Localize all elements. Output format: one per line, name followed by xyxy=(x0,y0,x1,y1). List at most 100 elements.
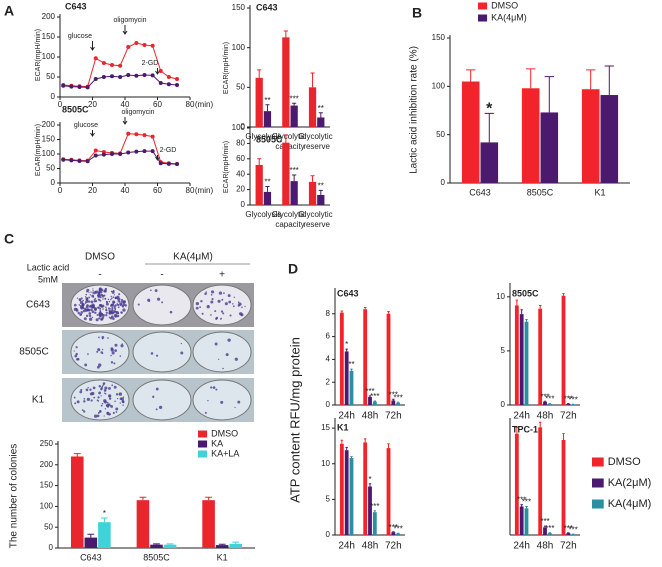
colony xyxy=(93,300,96,303)
plate xyxy=(132,284,192,326)
colony xyxy=(98,391,101,395)
colony xyxy=(110,361,114,364)
error-bar xyxy=(101,517,108,523)
y-tick-label: 0 xyxy=(326,530,331,539)
bar xyxy=(561,295,566,405)
point xyxy=(110,74,114,79)
colony xyxy=(91,292,93,294)
error-bar xyxy=(515,299,519,306)
colony xyxy=(115,411,118,413)
colony xyxy=(218,358,220,360)
error-bar xyxy=(265,104,270,112)
colony xyxy=(224,302,228,306)
panel-label: C xyxy=(4,231,14,247)
colony xyxy=(73,350,75,352)
y-tick-label: 150 xyxy=(432,33,446,42)
annotation: glucose xyxy=(74,122,98,129)
colony xyxy=(85,293,88,296)
plate xyxy=(132,379,192,421)
colony xyxy=(75,308,78,310)
point xyxy=(175,162,179,167)
colony xyxy=(108,312,111,315)
y-tick-label: 0 xyxy=(51,92,56,101)
bar xyxy=(372,401,377,405)
legend-label: DMSO xyxy=(211,428,238,438)
bar xyxy=(263,191,272,205)
colony xyxy=(88,305,92,308)
colony xyxy=(88,312,92,315)
colony xyxy=(105,287,107,290)
significance: *** xyxy=(393,524,402,533)
y-tick-label: 0 xyxy=(241,200,246,209)
colony xyxy=(78,304,81,306)
colony xyxy=(150,289,152,292)
colony xyxy=(157,297,161,301)
colony xyxy=(112,300,116,304)
colony xyxy=(73,396,76,399)
colony xyxy=(107,298,110,301)
colony xyxy=(237,400,241,404)
x-tick-label: 20 xyxy=(88,186,97,195)
significance: *** xyxy=(393,393,402,402)
group-label: DMSO xyxy=(85,252,115,263)
bar xyxy=(163,544,177,548)
error-bar xyxy=(292,102,297,106)
point xyxy=(61,83,66,88)
error-bar xyxy=(318,112,323,118)
colony xyxy=(123,300,125,303)
point xyxy=(126,45,131,49)
colony xyxy=(105,404,108,407)
group-label: KA(4μM) xyxy=(173,252,213,263)
colony xyxy=(97,396,100,399)
panel-label: A xyxy=(4,3,14,19)
point xyxy=(118,63,123,68)
colony xyxy=(93,396,96,399)
colony xyxy=(240,313,244,317)
colony xyxy=(100,305,104,308)
x-tick-label: 48h xyxy=(362,411,379,422)
y-tick-label: 0 xyxy=(49,543,54,552)
y-tick-label: 6 xyxy=(326,332,331,341)
colony xyxy=(104,297,107,300)
legend-label: KA xyxy=(211,438,223,448)
bar xyxy=(98,522,111,548)
point xyxy=(150,73,155,78)
y-tick-label: 50 xyxy=(46,164,55,173)
colony xyxy=(180,342,183,345)
colony xyxy=(106,401,109,404)
colony xyxy=(244,305,246,308)
x-tick-label: Glycolysis xyxy=(245,210,281,219)
significance: * xyxy=(345,340,348,349)
significance: * xyxy=(486,101,493,118)
colony xyxy=(79,313,83,317)
x-tick-label: 0 xyxy=(58,186,63,195)
colony xyxy=(99,311,102,313)
colony xyxy=(97,400,100,402)
colony xyxy=(117,306,120,309)
bar xyxy=(524,321,529,405)
colony xyxy=(113,362,116,365)
significance: *** xyxy=(564,524,573,533)
colony xyxy=(92,304,95,307)
significance: *** xyxy=(545,395,554,404)
error-bar xyxy=(139,496,147,501)
point xyxy=(61,157,66,162)
x-tick-label: 80 xyxy=(186,186,195,195)
colony xyxy=(118,392,123,396)
colony xyxy=(210,300,214,304)
plate xyxy=(132,331,192,373)
colony xyxy=(204,292,207,296)
row-label: 8505C xyxy=(19,347,48,358)
colony xyxy=(117,303,120,307)
colony xyxy=(87,386,89,389)
colony xyxy=(89,388,92,391)
error-bar xyxy=(387,443,390,449)
significance: *** xyxy=(568,525,577,534)
legend-swatch xyxy=(198,440,208,448)
colony xyxy=(100,395,102,397)
point xyxy=(150,43,155,48)
significance: *** xyxy=(365,387,374,396)
bar xyxy=(317,117,325,127)
error-bar xyxy=(538,421,542,428)
colony xyxy=(81,409,84,412)
